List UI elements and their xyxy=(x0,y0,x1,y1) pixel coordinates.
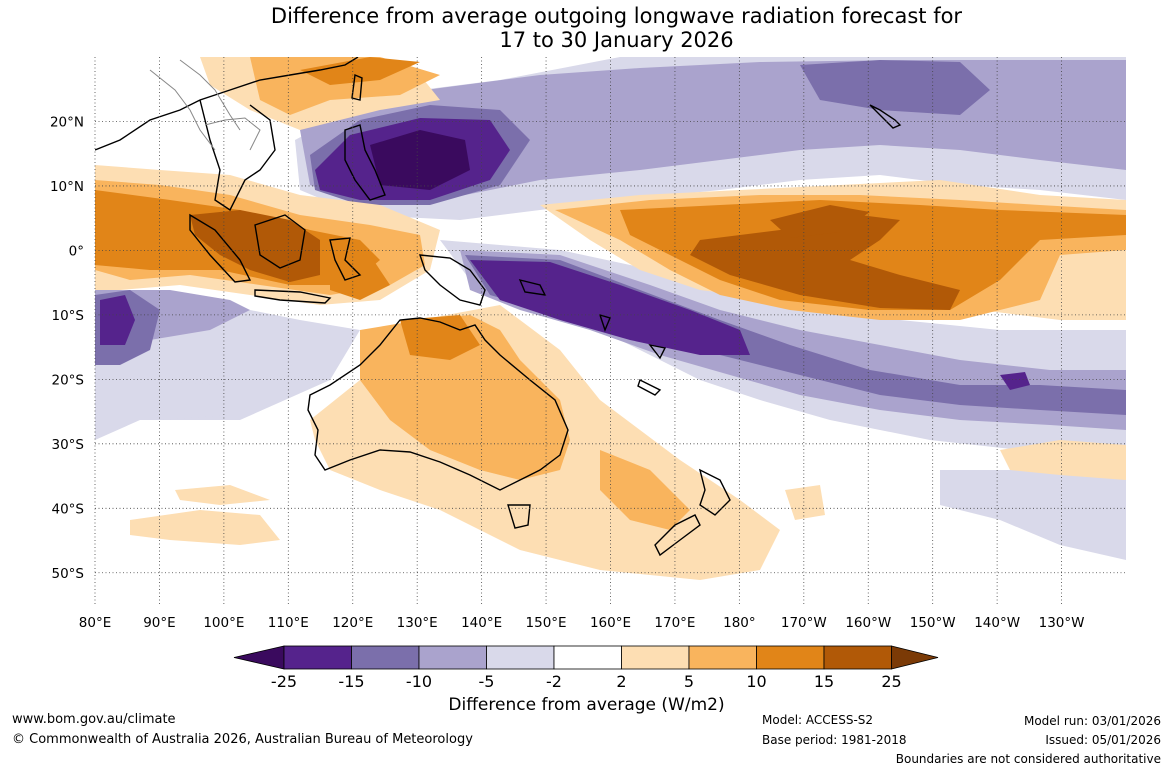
tasmania-coastline xyxy=(507,504,531,529)
anomaly-region xyxy=(300,57,420,85)
colorbar-tick-label: 5 xyxy=(684,672,694,691)
longitude-label: 140°E xyxy=(461,615,502,631)
longitude-label: 160°E xyxy=(590,615,631,631)
longitude-label: 150°E xyxy=(526,615,567,631)
longitude-label: 180° xyxy=(723,615,756,631)
colorbar-tick-label: -5 xyxy=(479,672,495,691)
anomaly-region xyxy=(400,315,480,360)
longitude-label: 150°W xyxy=(910,615,956,631)
longitude-label: 170°E xyxy=(654,615,695,631)
colorbar-segment xyxy=(486,645,555,670)
colorbar-tick-label: 10 xyxy=(746,672,766,691)
gridlines xyxy=(94,57,1126,605)
copyright-text: © Commonwealth of Australia 2026, Austra… xyxy=(12,732,473,747)
latitude-label: 30°S xyxy=(52,437,85,453)
se-asia-coastline xyxy=(95,57,359,212)
new-caledonia-coastline xyxy=(637,379,662,396)
colorbar-title: Difference from average (W/m2) xyxy=(448,695,725,715)
java-coastline xyxy=(254,289,332,304)
longitude-label: 90°E xyxy=(143,615,175,631)
new-guinea-coastline xyxy=(418,254,486,306)
colorbar: -25 -15 -10 -5 -2 2 5 10 15 25 xyxy=(233,645,939,691)
anomaly-region xyxy=(175,485,270,505)
australia-coastline xyxy=(307,317,569,491)
longitude-label: 100°E xyxy=(203,615,244,631)
longitude-label: 130°W xyxy=(1039,615,1085,631)
anomaly-region xyxy=(785,485,825,520)
colorbar-segment xyxy=(553,645,622,670)
anomaly-region xyxy=(190,210,320,282)
longitude-label: 170°W xyxy=(781,615,827,631)
colorbar-segment xyxy=(283,645,352,670)
land-border xyxy=(149,59,241,151)
longitude-label: 160°W xyxy=(845,615,891,631)
latitude-labels: 20°N 10°N 0° 10°S 20°S 30°S 40°S 50°S xyxy=(50,114,84,581)
colorbar-tick-label: 25 xyxy=(881,672,901,691)
borneo-coastline xyxy=(254,214,306,269)
longitude-label: 80°E xyxy=(79,615,111,631)
anomaly-region xyxy=(600,450,690,530)
anomaly-region xyxy=(330,255,390,300)
base-period: Base period: 1981-2018 xyxy=(762,733,907,747)
anomaly-region xyxy=(1000,440,1126,480)
anomaly-region xyxy=(690,215,960,310)
longitude-label: 110°E xyxy=(268,615,309,631)
fiji-coastline xyxy=(648,343,667,360)
taiwan-coastline xyxy=(351,73,363,101)
colorbar-tick-label: -2 xyxy=(546,672,562,691)
anomaly-fields xyxy=(95,57,1126,580)
vanuatu-coastline xyxy=(598,313,611,332)
latitude-label: 50°S xyxy=(52,566,85,582)
anomaly-region xyxy=(95,380,260,420)
anomaly-region xyxy=(620,200,1126,310)
longitude-label: 120°E xyxy=(332,615,373,631)
sulawesi-coastline xyxy=(329,237,362,281)
issued-date: Issued: 05/01/2026 xyxy=(1045,733,1161,747)
colorbar-tick-label: -25 xyxy=(271,672,297,691)
colorbar-segment xyxy=(351,645,420,670)
sumatra-coastline xyxy=(189,213,252,283)
model-name: Model: ACCESS-S2 xyxy=(762,713,874,727)
colorbar-extend-high xyxy=(891,645,939,670)
anomaly-region xyxy=(1000,372,1030,390)
colorbar-tick-label: 15 xyxy=(814,672,834,691)
longitude-label: 140°W xyxy=(974,615,1020,631)
new-zealand-coastline xyxy=(654,468,731,557)
longitude-labels: 80°E 90°E 100°E 110°E 120°E 130°E 140°E 150°E 16… xyxy=(79,615,1085,631)
anomaly-region xyxy=(370,130,470,190)
anomaly-region xyxy=(470,260,750,355)
latitude-label: 10°N xyxy=(50,179,84,195)
anomaly-region xyxy=(770,205,870,238)
anomaly-region xyxy=(130,510,280,545)
colorbar-tick-label: 2 xyxy=(616,672,626,691)
colorbar-tick-label: -15 xyxy=(338,672,364,691)
website-url[interactable]: www.bom.gov.au/climate xyxy=(12,712,176,727)
title-line-2: 17 to 30 January 2026 xyxy=(499,28,734,52)
latitude-label: 0° xyxy=(69,243,84,259)
colorbar-segment xyxy=(756,645,825,670)
longitude-label: 130°E xyxy=(397,615,438,631)
latitude-label: 20°N xyxy=(50,114,84,130)
philippines-coastline xyxy=(344,124,386,201)
boundaries-disclaimer: Boundaries are not considered authoritat… xyxy=(895,752,1161,766)
anomaly-region xyxy=(940,470,1126,560)
colorbar-segment xyxy=(823,645,892,670)
title-line-1: Difference from average outgoing longwav… xyxy=(270,4,963,28)
colorbar-tick-label: -10 xyxy=(406,672,432,691)
hawaii-coastline xyxy=(869,104,902,129)
latitude-label: 40°S xyxy=(52,501,85,517)
anomaly-region xyxy=(360,315,570,480)
anomaly-region xyxy=(100,295,135,345)
colorbar-extend-low xyxy=(233,645,285,670)
colorbar-segment xyxy=(688,645,757,670)
solomon-islands-coastline xyxy=(518,278,547,296)
colorbar-segment xyxy=(621,645,690,670)
anomaly-region xyxy=(800,60,990,115)
colorbar-segment xyxy=(418,645,487,670)
latitude-label: 20°S xyxy=(52,372,85,388)
model-run-date: Model run: 03/01/2026 xyxy=(1023,714,1161,728)
latitude-label: 10°S xyxy=(52,308,85,324)
coastlines xyxy=(95,57,902,557)
